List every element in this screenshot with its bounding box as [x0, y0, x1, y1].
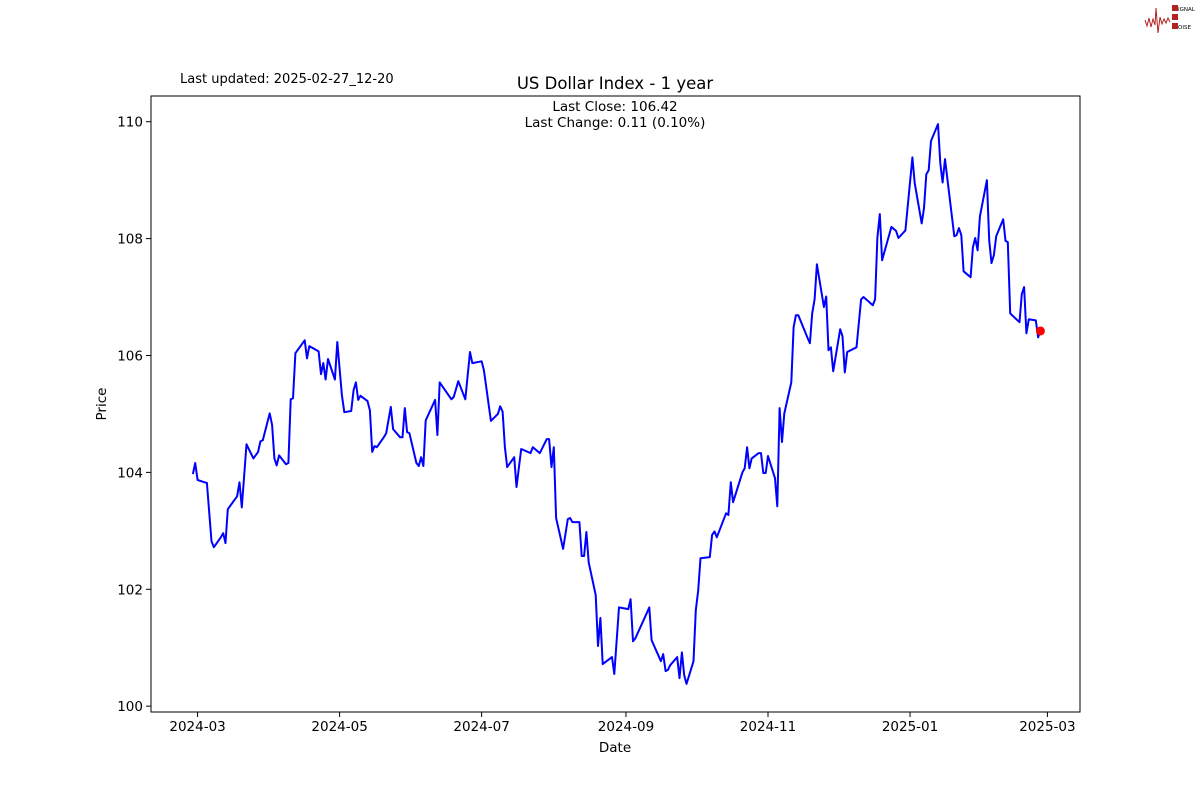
last-change-annotation: Last Change: 0.11 (0.10%)	[525, 115, 706, 131]
x-tick-label: 2025-01	[882, 719, 938, 735]
y-tick-label: 108	[117, 232, 143, 248]
signal-2-noise-logo: IGNAL OISE	[1144, 5, 1196, 34]
logo-text: IGNAL	[1178, 7, 1196, 13]
x-tick-label: 2024-09	[598, 719, 654, 735]
y-tick-label: 104	[117, 465, 143, 481]
logo-wave-icon	[1144, 7, 1171, 34]
x-tick-label: 2024-07	[453, 719, 509, 735]
x-tick-label: 2024-03	[169, 719, 225, 735]
price-line	[191, 123, 1042, 685]
y-tick-label: 106	[117, 348, 143, 364]
plot-area	[191, 123, 1045, 685]
svg-text:OISE: OISE	[1178, 25, 1191, 31]
y-tick-label: 102	[117, 582, 143, 598]
chart-title: US Dollar Index - 1 year	[517, 74, 714, 93]
x-tick-label: 2025-03	[1019, 719, 1075, 735]
axes-frame	[150, 95, 1081, 713]
axis-ticks: 2024-03 2024-05 2024-07 2024-09 2024-11 2025-…	[117, 115, 1075, 735]
y-tick-label: 100	[117, 699, 143, 715]
last-close-annotation: Last Close: 106.42	[552, 99, 677, 115]
x-axis-label: Date	[599, 740, 631, 756]
y-axis-label: Price	[94, 388, 110, 421]
last-close-marker	[1035, 326, 1045, 336]
x-tick-label: 2024-05	[311, 719, 367, 735]
x-tick-label: 2024-11	[740, 719, 796, 735]
y-tick-label: 110	[117, 115, 143, 131]
last-updated-label: Last updated: 2025-02-27_12-20	[180, 72, 394, 87]
